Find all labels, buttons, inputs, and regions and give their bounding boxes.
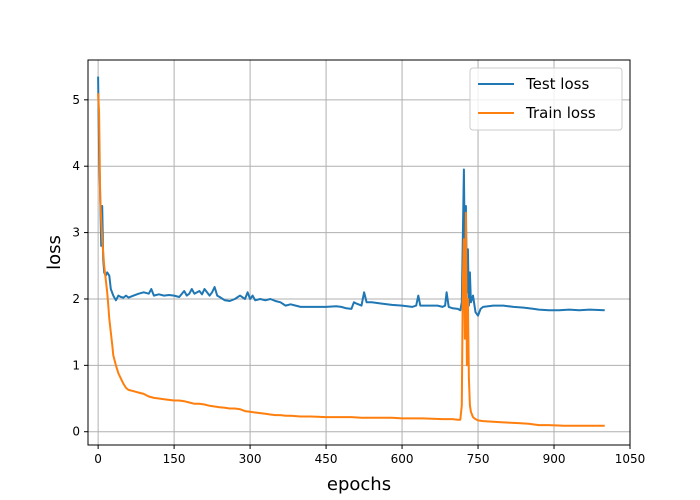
x-tick-label: 0 <box>94 452 102 466</box>
y-tick-label: 5 <box>72 93 80 107</box>
x-tick-label: 750 <box>467 452 490 466</box>
x-tick-label: 450 <box>315 452 338 466</box>
x-tick-label: 150 <box>163 452 186 466</box>
x-axis-label: epochs <box>327 474 391 495</box>
series-lines <box>97 76 605 427</box>
x-tick-label: 600 <box>391 452 414 466</box>
legend: Test loss Train loss <box>469 67 623 131</box>
y-tick-label: 3 <box>72 226 80 240</box>
y-tick-label: 1 <box>72 358 80 372</box>
series-line-test-loss <box>97 76 605 317</box>
x-tick-label: 900 <box>543 452 566 466</box>
y-axis-ticks: 0 1 2 3 4 5 <box>72 93 88 439</box>
y-tick-label: 0 <box>72 425 80 439</box>
x-axis-ticks: 0 150 300 450 600 750 900 1050 <box>94 445 645 466</box>
legend-label-test-loss: Test loss <box>525 75 589 93</box>
series-line-train-loss <box>97 93 605 427</box>
plot-area-frame <box>87 59 631 446</box>
y-tick-label: 2 <box>72 292 80 306</box>
legend-label-train-loss: Train loss <box>525 104 596 122</box>
x-tick-label: 300 <box>239 452 262 466</box>
y-tick-label: 4 <box>72 159 80 173</box>
y-axis-label: loss <box>44 235 65 270</box>
x-tick-label: 1050 <box>615 452 646 466</box>
